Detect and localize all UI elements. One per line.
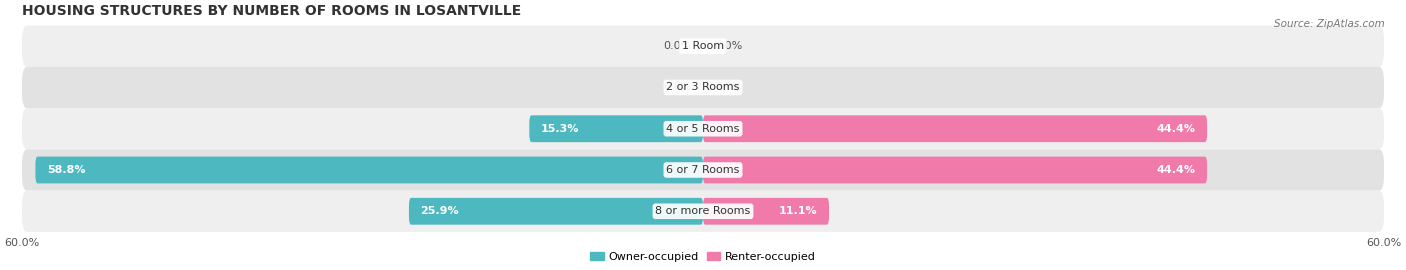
FancyBboxPatch shape xyxy=(703,198,830,225)
Text: 58.8%: 58.8% xyxy=(46,165,86,175)
FancyBboxPatch shape xyxy=(21,26,1385,67)
Text: 0.0%: 0.0% xyxy=(714,82,742,92)
FancyBboxPatch shape xyxy=(21,149,1385,191)
Text: 44.4%: 44.4% xyxy=(1157,124,1195,134)
Text: 44.4%: 44.4% xyxy=(1157,165,1195,175)
FancyBboxPatch shape xyxy=(21,67,1385,108)
FancyBboxPatch shape xyxy=(529,115,703,142)
FancyBboxPatch shape xyxy=(21,108,1385,149)
Legend: Owner-occupied, Renter-occupied: Owner-occupied, Renter-occupied xyxy=(586,247,820,266)
Text: 0.0%: 0.0% xyxy=(664,82,692,92)
Text: 2 or 3 Rooms: 2 or 3 Rooms xyxy=(666,82,740,92)
Text: 4 or 5 Rooms: 4 or 5 Rooms xyxy=(666,124,740,134)
Text: Source: ZipAtlas.com: Source: ZipAtlas.com xyxy=(1274,19,1385,29)
FancyBboxPatch shape xyxy=(703,115,1208,142)
FancyBboxPatch shape xyxy=(35,157,703,183)
Text: 8 or more Rooms: 8 or more Rooms xyxy=(655,206,751,216)
Text: 11.1%: 11.1% xyxy=(779,206,818,216)
Text: 25.9%: 25.9% xyxy=(420,206,458,216)
FancyBboxPatch shape xyxy=(703,157,1208,183)
Text: 0.0%: 0.0% xyxy=(664,41,692,51)
Text: 1 Room: 1 Room xyxy=(682,41,724,51)
Text: HOUSING STRUCTURES BY NUMBER OF ROOMS IN LOSANTVILLE: HOUSING STRUCTURES BY NUMBER OF ROOMS IN… xyxy=(21,4,522,18)
FancyBboxPatch shape xyxy=(409,198,703,225)
FancyBboxPatch shape xyxy=(21,191,1385,232)
Text: 6 or 7 Rooms: 6 or 7 Rooms xyxy=(666,165,740,175)
Text: 15.3%: 15.3% xyxy=(541,124,579,134)
Text: 0.0%: 0.0% xyxy=(714,41,742,51)
